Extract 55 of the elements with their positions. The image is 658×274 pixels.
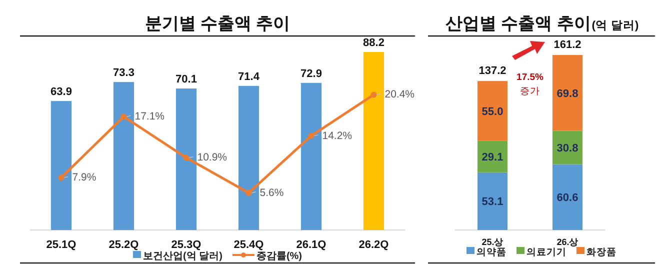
data-label: 63.9 [50, 86, 72, 98]
data-label: 88.2 [363, 37, 384, 49]
data-label: 5.6% [260, 186, 284, 199]
point [183, 154, 190, 161]
bar [300, 82, 322, 230]
data-label: 72.9 [300, 68, 322, 80]
point [370, 92, 377, 98]
x-tick-label: 26.2Q [358, 239, 390, 251]
x-tick-label: 26.상 [556, 237, 578, 247]
data-label: 70.1 [176, 74, 197, 86]
point [308, 132, 314, 139]
data-label: 30.8 [556, 142, 578, 154]
data-label: 60.6 [556, 192, 578, 204]
point [58, 174, 64, 181]
bar [478, 172, 508, 230]
chart-title: 분기별 수출액 추이 [144, 14, 290, 33]
data-label: 69.8 [556, 88, 578, 100]
legend-label: 화장품 [586, 247, 616, 258]
point [120, 114, 127, 120]
chart-title: 산업별 수출액 추이 [445, 14, 591, 33]
chart-subtitle: (억 달러) [592, 19, 639, 32]
bar [552, 164, 582, 230]
x-tick-label: 25.상 [482, 237, 504, 247]
data-label: 71.4 [238, 70, 260, 83]
bar [113, 82, 134, 230]
x-tick-label: 25.2Q [108, 239, 140, 251]
data-label: 55.0 [482, 106, 504, 118]
x-tick-label: 25.4Q [234, 239, 264, 251]
data-label: 29.1 [482, 152, 504, 164]
total-label: 161.2 [554, 39, 582, 51]
point [246, 190, 252, 196]
bar [478, 81, 508, 141]
bar [363, 52, 384, 230]
legend-label: 의약품 [476, 247, 506, 258]
data-label: 53.1 [482, 196, 504, 208]
x-tick-label: 25.3Q [171, 239, 202, 251]
legend-label: 의료기기 [526, 247, 566, 258]
data-label: 17.1% [134, 110, 165, 123]
data-label: 20.4% [384, 88, 415, 101]
annotation: 17.5% [516, 72, 544, 83]
x-tick-label: 26.1Q [296, 239, 327, 251]
bar [50, 101, 72, 230]
bar [478, 140, 508, 172]
legend-label: 보건산업(억 달러) [142, 251, 222, 262]
annotation: 증가 [520, 86, 540, 97]
bar [552, 55, 582, 131]
x-tick-label: 25.1Q [46, 239, 77, 251]
data-label: 73.3 [113, 67, 134, 80]
data-label: 10.9% [197, 152, 228, 164]
legend-label: 증감률(%) [256, 251, 302, 262]
bar [176, 88, 197, 230]
data-label: 7.9% [72, 172, 96, 184]
total-label: 137.2 [478, 65, 506, 78]
bar [238, 86, 260, 230]
data-label: 14.2% [322, 130, 352, 142]
